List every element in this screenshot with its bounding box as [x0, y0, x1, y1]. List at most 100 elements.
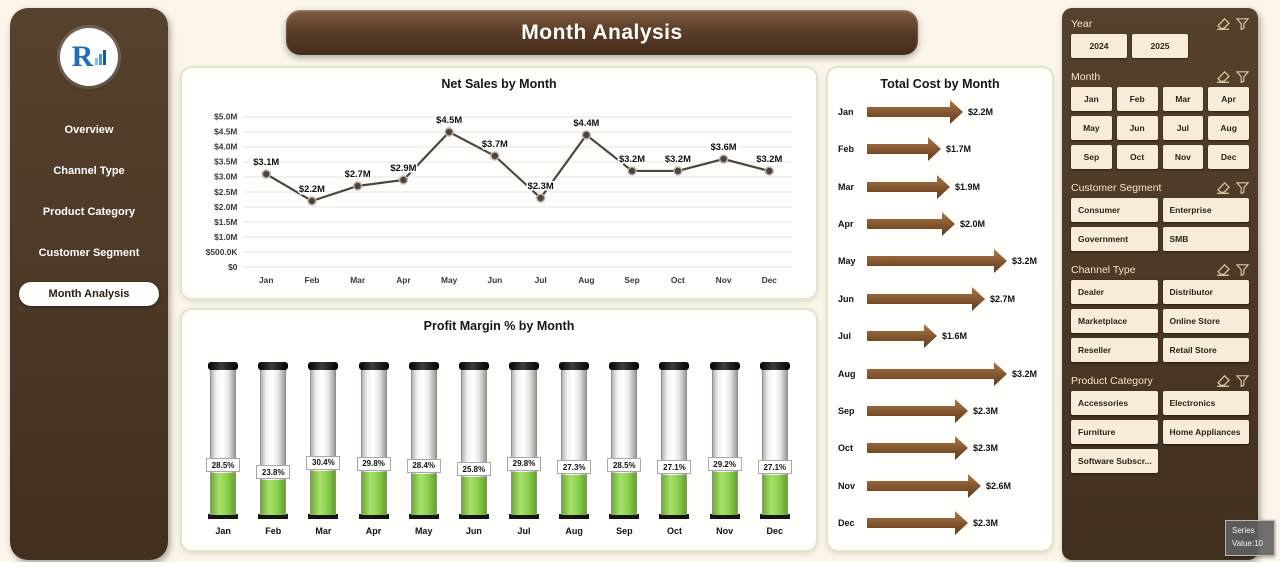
- svg-text:$4.4M: $4.4M: [573, 118, 599, 128]
- filter-month-apr[interactable]: Apr: [1208, 87, 1249, 111]
- data-point-dec[interactable]: [764, 166, 774, 176]
- filter-channel-type-reseller[interactable]: Reseller: [1071, 338, 1158, 362]
- clear-selections-icon[interactable]: [1216, 182, 1230, 194]
- tube-body: 23.8%: [256, 369, 291, 515]
- data-point-mar[interactable]: [352, 181, 363, 191]
- profit-tube-jul[interactable]: 29.8% Jul: [502, 362, 546, 536]
- filter-customer-segment-enterprise[interactable]: Enterprise: [1162, 198, 1249, 222]
- filter-month-sep[interactable]: Sep: [1071, 145, 1112, 169]
- left-sidebar: R Overview Channel Type Product Category Cu…: [10, 8, 168, 560]
- filter-customer-segment-smb[interactable]: SMB: [1162, 227, 1249, 251]
- net-sales-title: Net Sales by Month: [441, 77, 557, 91]
- filter-product-category-home-appliances[interactable]: Home Appliances: [1162, 420, 1249, 444]
- profit-tube-may[interactable]: 28.4% May: [402, 362, 446, 536]
- cost-row-jul[interactable]: Jul $1.6M: [838, 323, 1042, 349]
- svg-text:$5.0M: $5.0M: [214, 112, 237, 122]
- filter-icon[interactable]: [1236, 182, 1249, 194]
- profit-tube-apr[interactable]: 29.8% Apr: [352, 362, 396, 536]
- filter-icon[interactable]: [1236, 264, 1249, 276]
- data-point-oct[interactable]: [673, 166, 683, 176]
- filter-product-category-accessories[interactable]: Accessories: [1071, 391, 1158, 415]
- clear-selections-icon[interactable]: [1216, 375, 1230, 387]
- cost-row-nov[interactable]: Nov $2.6M: [838, 473, 1042, 499]
- filter-channel-type-marketplace[interactable]: Marketplace: [1071, 309, 1158, 333]
- tube-cap: [709, 362, 740, 370]
- cost-row-jun[interactable]: Jun $2.7M: [838, 286, 1042, 312]
- filter-month-nov[interactable]: Nov: [1162, 145, 1204, 169]
- tube-cap: [408, 362, 439, 370]
- cost-row-sep[interactable]: Sep $2.3M: [838, 398, 1042, 424]
- slicer-options-customer-segment: Consumer Enterprise Government SMB: [1071, 198, 1249, 251]
- clear-selections-icon[interactable]: [1216, 264, 1230, 276]
- filter-icon[interactable]: [1236, 71, 1249, 83]
- cost-row-dec[interactable]: Dec $2.3M: [838, 510, 1042, 536]
- clear-selections-icon[interactable]: [1216, 18, 1230, 30]
- filter-customer-segment-consumer[interactable]: Consumer: [1071, 198, 1158, 222]
- svg-text:Mar: Mar: [350, 275, 366, 285]
- data-point-nov[interactable]: [718, 154, 729, 164]
- data-point-feb[interactable]: [307, 196, 317, 206]
- cost-row-aug[interactable]: Aug $3.2M: [838, 361, 1042, 387]
- cost-arrow: [867, 436, 968, 461]
- data-point-aug[interactable]: [581, 130, 592, 140]
- filter-month-jul[interactable]: Jul: [1162, 116, 1204, 140]
- profit-tube-mar[interactable]: 30.4% Mar: [301, 362, 345, 536]
- slicer-title: Customer Segment: [1071, 182, 1162, 194]
- profit-tube-feb[interactable]: 23.8% Feb: [251, 362, 295, 536]
- data-point-jan[interactable]: [261, 169, 271, 179]
- filter-customer-segment-government[interactable]: Government: [1071, 227, 1158, 251]
- profit-tube-oct[interactable]: 27.1% Oct: [652, 362, 696, 536]
- filter-month-may[interactable]: May: [1071, 116, 1112, 140]
- svg-text:$4.5M: $4.5M: [436, 115, 462, 125]
- cost-row-oct[interactable]: Oct $2.3M: [838, 435, 1042, 461]
- profit-tube-sep[interactable]: 28.5% Sep: [602, 362, 646, 536]
- filter-channel-type-retail-store[interactable]: Retail Store: [1162, 338, 1249, 362]
- data-point-may[interactable]: [444, 127, 454, 137]
- data-point-apr[interactable]: [398, 175, 409, 185]
- filter-product-category-furniture[interactable]: Furniture: [1071, 420, 1158, 444]
- cost-row-jan[interactable]: Jan $2.2M: [838, 99, 1042, 125]
- filter-product-category-software-subscr[interactable]: Software Subscr...: [1071, 449, 1158, 473]
- clear-selections-icon[interactable]: [1216, 71, 1230, 83]
- tube-cap: [559, 362, 590, 370]
- cost-row-feb[interactable]: Feb $1.7M: [838, 136, 1042, 162]
- data-point-jun[interactable]: [490, 151, 500, 161]
- sidebar-item-channel-type[interactable]: Channel Type: [53, 165, 125, 177]
- cost-row-apr[interactable]: Apr $2.0M: [838, 211, 1042, 237]
- filter-channel-type-online-store[interactable]: Online Store: [1162, 309, 1249, 333]
- filter-month-dec[interactable]: Dec: [1208, 145, 1249, 169]
- sidebar-item-product-category[interactable]: Product Category: [42, 206, 136, 218]
- filter-month-aug[interactable]: Aug: [1208, 116, 1249, 140]
- cost-month-label: Oct: [838, 443, 854, 454]
- data-labels: $3.1M $2.2M $2.7M $2.9M $4.5M $3.7M $2.3M $4.4M…: [252, 114, 784, 196]
- profit-tube-nov[interactable]: 29.2% Nov: [703, 362, 747, 536]
- filter-channel-type-distributor[interactable]: Distributor: [1162, 280, 1249, 304]
- cost-value-label: $3.2M: [1012, 256, 1038, 267]
- profit-tube-aug[interactable]: 27.3% Aug: [552, 362, 596, 536]
- tooltip-series: Series: [1232, 526, 1255, 536]
- cost-arrow: [867, 174, 950, 199]
- profit-tube-jan[interactable]: 28.5% Jan: [201, 362, 245, 536]
- filter-month-jan[interactable]: Jan: [1071, 87, 1112, 111]
- filter-product-category-electronics[interactable]: Electronics: [1162, 391, 1249, 415]
- filter-icon[interactable]: [1236, 18, 1249, 30]
- cost-arrow: [867, 510, 968, 535]
- filter-year-2025[interactable]: 2025: [1132, 34, 1188, 58]
- filter-month-feb[interactable]: Feb: [1116, 87, 1158, 111]
- data-point-sep[interactable]: [627, 166, 637, 176]
- cost-row-may[interactable]: May $3.2M: [838, 248, 1042, 274]
- filter-month-mar[interactable]: Mar: [1162, 87, 1204, 111]
- filter-month-oct[interactable]: Oct: [1116, 145, 1158, 169]
- filter-year-2024[interactable]: 2024: [1071, 34, 1127, 58]
- cost-row-mar[interactable]: Mar $1.9M: [838, 174, 1042, 200]
- filter-icon[interactable]: [1236, 375, 1249, 387]
- sidebar-item-month-analysis[interactable]: Month Analysis: [19, 282, 159, 306]
- profit-tube-jun[interactable]: 25.8% Jun: [452, 362, 496, 536]
- data-point-jul[interactable]: [535, 193, 546, 203]
- cost-arrow: [867, 212, 955, 237]
- filter-channel-type-dealer[interactable]: Dealer: [1071, 280, 1158, 304]
- filter-month-jun[interactable]: Jun: [1116, 116, 1158, 140]
- sidebar-item-customer-segment[interactable]: Customer Segment: [38, 247, 140, 259]
- sidebar-item-overview[interactable]: Overview: [64, 124, 114, 136]
- profit-tube-dec[interactable]: 27.1% Dec: [753, 362, 797, 536]
